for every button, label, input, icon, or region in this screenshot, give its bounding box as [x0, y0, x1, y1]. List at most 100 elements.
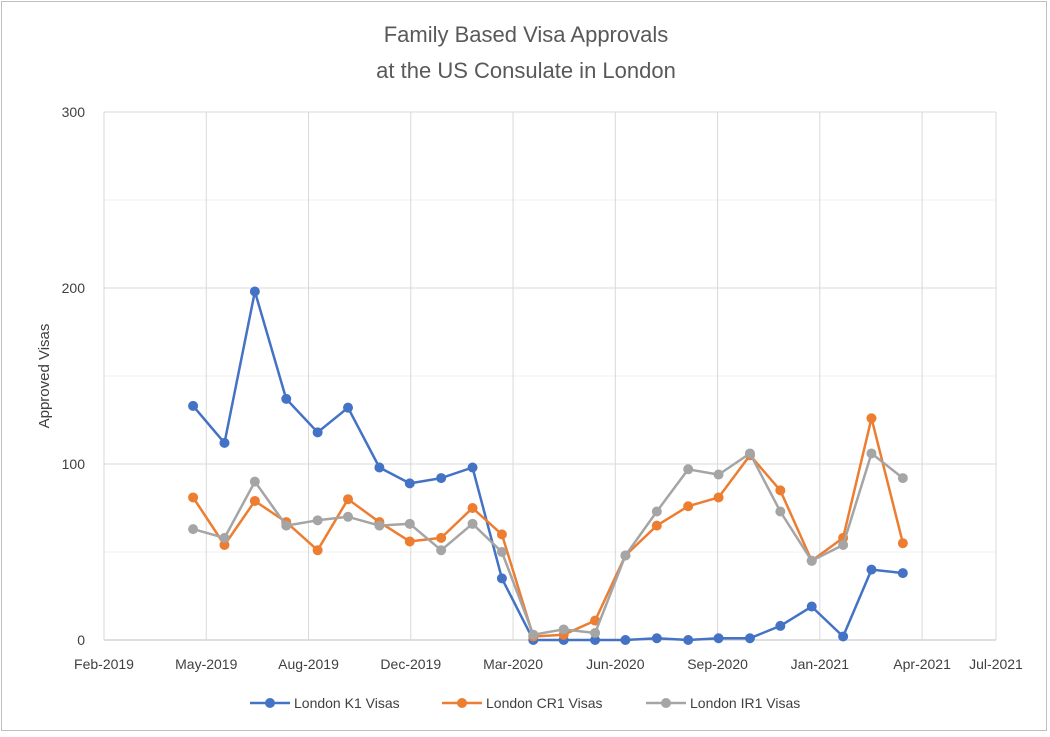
data-point [651, 506, 662, 517]
data-point [590, 627, 601, 638]
legend-item: London IR1 Visas [646, 695, 800, 711]
data-point [343, 494, 354, 505]
legend-swatch-marker [457, 698, 467, 708]
data-point [249, 286, 260, 297]
data-point [866, 564, 877, 575]
data-point [528, 629, 539, 640]
y-tick-label: 300 [62, 104, 86, 120]
data-point [436, 532, 447, 543]
data-point [590, 615, 601, 626]
data-point [838, 539, 849, 550]
x-tick-label: May-2019 [175, 656, 237, 672]
legend-label: London CR1 Visas [486, 695, 602, 711]
y-axis-ticks: 0 100 200 300 [62, 104, 86, 648]
data-point [620, 550, 631, 561]
data-point [188, 524, 199, 535]
data-point [374, 520, 385, 531]
data-point [590, 635, 601, 645]
data-point [683, 464, 694, 475]
legend: London K1 Visas London CR1 Visas London IR… [250, 695, 800, 711]
data-point [806, 555, 817, 566]
data-point [188, 400, 199, 411]
data-point [467, 503, 478, 513]
x-tick-label: Sep-2020 [687, 656, 748, 672]
series-1 [188, 286, 908, 645]
data-point [838, 631, 849, 642]
data-point [436, 473, 447, 484]
x-tick-label: Jun-2020 [586, 656, 645, 672]
y-axis-label: Approved Visas [36, 324, 53, 429]
data-point [775, 485, 786, 496]
data-point [436, 545, 447, 556]
data-point [312, 427, 323, 438]
data-point [683, 635, 694, 645]
x-tick-label: Feb-2019 [74, 656, 134, 672]
data-point [404, 518, 415, 529]
y-tick-label: 200 [62, 280, 86, 296]
legend-item: London K1 Visas [250, 695, 400, 711]
legend-swatch-marker [661, 698, 671, 708]
data-point [683, 501, 694, 512]
data-point [713, 469, 724, 480]
data-point [744, 448, 755, 459]
data-point [249, 476, 260, 487]
data-point [249, 495, 260, 506]
data-point [775, 506, 786, 517]
data-point [897, 473, 908, 484]
legend-label: London K1 Visas [294, 695, 400, 711]
y-tick-label: 100 [62, 456, 86, 472]
data-point [744, 633, 755, 644]
x-tick-label: Apr-2021 [893, 656, 951, 672]
chart-title-line-2: at the US Consulate in London [376, 58, 676, 83]
data-point [866, 448, 877, 459]
data-point [312, 545, 323, 556]
data-point [219, 437, 230, 448]
data-point [219, 532, 230, 543]
series-3 [188, 448, 908, 640]
x-tick-label: Mar-2020 [483, 656, 543, 672]
data-point [897, 538, 908, 549]
data-point [897, 568, 908, 579]
data-point [496, 573, 507, 584]
data-point [467, 462, 478, 473]
legend-item: London CR1 Visas [442, 695, 602, 711]
data-point [713, 492, 724, 503]
data-point [281, 393, 292, 404]
data-point [620, 635, 631, 645]
data-point [404, 478, 415, 489]
series-2 [188, 413, 908, 642]
data-point [866, 413, 877, 424]
data-point [343, 402, 354, 413]
series-line [192, 416, 905, 638]
series-line [192, 290, 904, 642]
data-point [404, 536, 415, 547]
y-tick-label: 0 [77, 632, 85, 648]
data-point [806, 601, 817, 612]
x-tick-label: Jan-2021 [791, 656, 850, 672]
data-point [651, 520, 662, 531]
data-point [775, 620, 786, 631]
legend-label: London IR1 Visas [690, 695, 800, 711]
data-point [558, 624, 569, 635]
x-tick-label: Jul-2021 [969, 656, 1023, 672]
data-point [281, 520, 292, 531]
legend-swatch-marker [265, 698, 275, 708]
x-tick-label: Aug-2019 [278, 656, 339, 672]
data-point [496, 547, 507, 557]
x-axis-ticks: Feb-2019 May-2019 Aug-2019 Dec-2019 Mar-2020… [74, 656, 1023, 672]
series-line [192, 452, 904, 636]
data-point [374, 462, 385, 473]
data-point [188, 492, 199, 503]
data-point [343, 511, 354, 522]
data-point [312, 515, 323, 526]
data-point [651, 633, 662, 644]
data-point [219, 539, 230, 550]
data-point [713, 633, 724, 644]
chart-title-line-1: Family Based Visa Approvals [384, 22, 669, 47]
data-point [467, 518, 478, 529]
data-point [496, 529, 507, 540]
series-layer [188, 286, 908, 645]
x-tick-label: Dec-2019 [380, 656, 441, 672]
